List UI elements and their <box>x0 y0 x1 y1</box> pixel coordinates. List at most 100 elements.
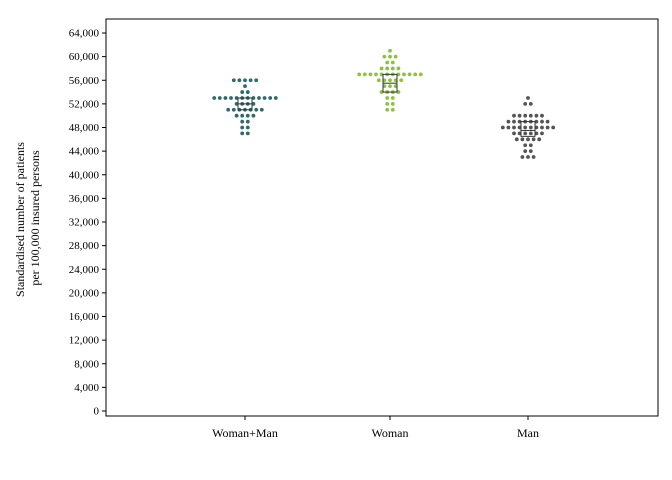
data-point <box>399 78 404 83</box>
data-point <box>240 125 245 130</box>
data-point <box>534 113 539 118</box>
data-point <box>506 119 511 124</box>
data-point <box>523 113 528 118</box>
data-point <box>528 131 533 136</box>
data-point <box>245 90 250 94</box>
data-point <box>240 90 245 94</box>
data-point <box>251 113 256 118</box>
y-tick-label: 8,000 <box>74 358 99 370</box>
data-point <box>512 131 516 136</box>
data-point <box>545 119 550 124</box>
data-point <box>240 113 245 118</box>
data-point <box>257 96 261 100</box>
data-point <box>540 125 544 130</box>
data-point <box>512 119 516 124</box>
y-tick-label: 32,000 <box>69 217 100 229</box>
data-point <box>514 137 519 142</box>
data-point <box>254 107 259 112</box>
data-point <box>526 137 530 142</box>
data-point <box>231 107 236 112</box>
y-tick-label: 52,000 <box>69 98 100 110</box>
data-point <box>402 72 406 77</box>
data-point <box>388 48 392 53</box>
data-point <box>273 96 278 100</box>
data-point <box>240 131 245 136</box>
y-tick-label: 4,000 <box>74 382 99 394</box>
data-point <box>385 66 390 71</box>
y-tick-label: 56,000 <box>69 75 100 87</box>
data-point <box>357 72 362 77</box>
data-point <box>240 119 245 124</box>
data-point <box>528 143 533 148</box>
data-point <box>385 60 390 65</box>
y-tick-label: 0 <box>94 406 100 418</box>
data-point <box>223 96 228 100</box>
x-axis: Woman+Man Woman Man <box>212 416 539 440</box>
data-point <box>517 113 522 118</box>
y-tick-label: 36,000 <box>69 193 100 205</box>
data-point <box>418 72 423 77</box>
y-tick-label: 64,000 <box>69 28 100 40</box>
y-tick-label: 28,000 <box>69 240 100 252</box>
y-tick-label: 20,000 <box>69 287 100 299</box>
data-point <box>374 72 378 77</box>
data-point <box>520 137 525 142</box>
plot-frame <box>105 18 659 417</box>
data-point <box>545 125 550 130</box>
data-point <box>528 113 533 118</box>
data-point <box>390 107 395 112</box>
data-point <box>512 125 516 130</box>
y-axis-label: Standardised number of patients per 100,… <box>13 139 42 297</box>
data-point <box>368 72 373 77</box>
data-point <box>540 119 544 124</box>
data-point <box>362 72 367 77</box>
data-point <box>245 113 250 118</box>
x-category-label: Man <box>517 426 539 440</box>
data-point <box>376 78 381 83</box>
data-point <box>390 60 395 65</box>
data-point <box>540 131 544 136</box>
data-point <box>262 96 267 100</box>
median-boxes <box>237 73 536 137</box>
data-point <box>390 101 395 106</box>
y-tick-label: 16,000 <box>69 311 100 323</box>
data-point <box>388 78 392 83</box>
data-point <box>379 66 384 71</box>
data-point <box>388 84 392 89</box>
x-category-label: Woman <box>371 426 408 440</box>
y-axis-label-line-1: Standardised number of patients <box>13 142 27 297</box>
data-point <box>390 96 395 100</box>
data-point <box>523 101 528 106</box>
data-point <box>217 96 222 100</box>
y-axis-label-line-2: per 100,000 insured persons <box>28 150 42 286</box>
data-point <box>237 78 242 83</box>
data-point <box>523 131 528 136</box>
y-tick-label: 12,000 <box>69 335 100 347</box>
data-point <box>528 149 533 154</box>
data-point <box>528 101 533 106</box>
y-tick-label: 48,000 <box>69 122 100 134</box>
data-point <box>254 78 259 83</box>
data-point <box>248 78 253 83</box>
iqr-box <box>520 121 536 137</box>
data-point <box>385 96 390 100</box>
data-point <box>523 143 528 148</box>
y-tick-label: 24,000 <box>69 264 100 276</box>
data-point <box>243 78 247 83</box>
data-point <box>390 66 395 71</box>
y-tick-label: 40,000 <box>69 169 100 181</box>
data-point <box>382 54 387 59</box>
data-point <box>531 137 536 142</box>
data-point <box>229 96 233 100</box>
data-point <box>540 113 544 118</box>
data-point <box>245 125 250 130</box>
y-axis: 0 4,000 8,000 12,000 16,000 20,000 24,000 28,00… <box>69 28 106 418</box>
x-category-label: Woman+Man <box>212 426 278 440</box>
data-point <box>512 113 516 118</box>
data-point <box>523 125 528 130</box>
data-point <box>506 125 511 130</box>
data-point <box>531 155 536 159</box>
data-point <box>523 149 528 154</box>
data-point <box>520 155 525 159</box>
